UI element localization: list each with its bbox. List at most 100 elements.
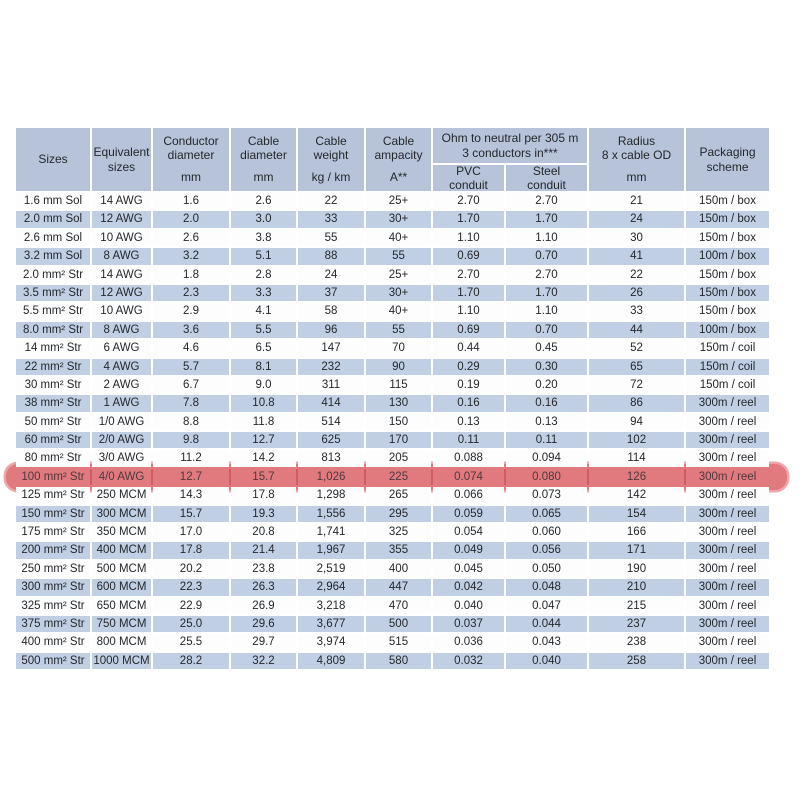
table-cell: 3.5 mm² Str xyxy=(16,284,90,302)
table-cell: 0.088 xyxy=(433,450,504,467)
table-body: 1.6 mm Sol 14 AWG 1.6 2.6 22 25+ 2.70 2.70 21 150… xyxy=(6,193,787,670)
table-cell: 10 AWG xyxy=(92,229,151,247)
table-row: 8.0 mm² Str 8 AWG 3.6 5.5 96 55 0.69 0.70 44 100m… xyxy=(16,321,769,339)
col-header-cable-ampacity-unit: A** xyxy=(389,169,408,184)
table-cell: 14.3 xyxy=(153,487,229,504)
table-cell: 30+ xyxy=(366,211,431,228)
table-cell: 150m / box xyxy=(686,266,769,283)
table-cell: 1.10 xyxy=(506,303,587,320)
table-cell: 1.6 mm Sol xyxy=(16,193,90,210)
table-cell: 3,218 xyxy=(298,597,364,614)
table-cell: 14 AWG xyxy=(92,193,151,210)
table-cell: 72 xyxy=(589,376,684,394)
table-cell: 38 mm² Str xyxy=(16,395,90,412)
table-cell: 0.45 xyxy=(506,340,587,357)
col-header-cable-ampacity: Cable ampacity A** xyxy=(366,128,431,191)
table-cell: 1.70 xyxy=(506,284,587,302)
table-cell: 15.7 xyxy=(153,505,229,523)
table-row: 200 mm² Str 400 MCM 17.8 21.4 1,967 355 0.049 0… xyxy=(16,542,769,559)
col-header-radius-label: Radius 8 x cable OD xyxy=(601,134,672,163)
table-cell: 258 xyxy=(589,652,684,670)
table-cell: 0.056 xyxy=(506,542,587,559)
table-cell: 2,964 xyxy=(298,579,364,596)
table-cell: 1.70 xyxy=(433,284,504,302)
table-cell: 11.2 xyxy=(153,450,229,467)
col-header-conductor-diameter-label: Conductor diameter xyxy=(163,134,219,163)
col-header-sizes-label: Sizes xyxy=(38,152,68,167)
table-cell: 0.69 xyxy=(433,248,504,265)
table-cell: 0.70 xyxy=(506,321,587,339)
table-row: 250 mm² Str 500 MCM 20.2 23.8 2,519 400 0.045 0… xyxy=(16,560,769,578)
table-row: 2.0 mm² Str 14 AWG 1.8 2.8 24 25+ 2.70 2.70 22 15… xyxy=(16,266,769,283)
table-cell: 50 mm² Str xyxy=(16,413,90,431)
table-cell: 9.0 xyxy=(231,376,296,394)
table-cell: 1,298 xyxy=(298,487,364,504)
table-cell: 300m / reel xyxy=(686,560,769,578)
table-cell: 0.30 xyxy=(506,358,587,375)
table-cell: 8 AWG xyxy=(92,321,151,339)
table-cell: 300m / reel xyxy=(686,432,769,449)
table-cell: 12.7 xyxy=(153,468,229,486)
table-cell: 29.6 xyxy=(231,615,296,633)
table-cell: 500 xyxy=(366,615,431,633)
table-cell: 400 mm² Str xyxy=(16,634,90,651)
table-cell: 94 xyxy=(589,413,684,431)
table-cell: 0.69 xyxy=(433,321,504,339)
table-cell: 10.8 xyxy=(231,395,296,412)
col-header-ohm-to-neutral: Ohm to neutral per 305 m 3 conductors in… xyxy=(433,128,587,163)
table-row: 3.5 mm² Str 12 AWG 2.3 3.3 37 30+ 1.70 1.70 26 15… xyxy=(16,284,769,302)
col-header-pvc-conduit: PVC conduit xyxy=(433,164,504,192)
table-cell: 0.13 xyxy=(433,413,504,431)
col-header-cable-weight: Cable weight kg / km xyxy=(298,128,364,191)
table-cell: 300m / reel xyxy=(686,413,769,431)
table-cell: 300m / reel xyxy=(686,468,769,486)
table-cell: 2 AWG xyxy=(92,376,151,394)
table-cell: 2,519 xyxy=(298,560,364,578)
table-row: 2.6 mm Sol 10 AWG 2.6 3.8 55 40+ 1.10 1.10 30 150… xyxy=(16,229,769,247)
table-cell: 1.70 xyxy=(433,211,504,228)
table-cell: 325 xyxy=(366,524,431,541)
table-cell: 300m / reel xyxy=(686,542,769,559)
table-row: 2.0 mm Sol 12 AWG 2.0 3.0 33 30+ 1.70 1.70 24 150… xyxy=(16,211,769,228)
table-cell: 600 MCM xyxy=(92,579,151,596)
table-cell: 1.10 xyxy=(433,229,504,247)
col-header-equivalent-sizes-label: Equivalent sizes xyxy=(93,145,150,174)
table-row: 14 mm² Str 6 AWG 4.6 6.5 147 70 0.44 0.45 52 150m… xyxy=(16,340,769,357)
table-cell: 30+ xyxy=(366,284,431,302)
col-header-radius: Radius 8 x cable OD mm xyxy=(589,128,684,191)
table-cell: 447 xyxy=(366,579,431,596)
table-cell: 300m / reel xyxy=(686,579,769,596)
col-header-radius-unit: mm xyxy=(626,169,647,184)
table-cell: 1.70 xyxy=(506,211,587,228)
table-cell: 300 mm² Str xyxy=(16,579,90,596)
col-header-conductor-diameter: Conductor diameter mm xyxy=(153,128,229,191)
cable-spec-table: Sizes Equivalent sizes Conductor diamete… xyxy=(6,128,787,670)
table-cell: 22.9 xyxy=(153,597,229,614)
table-cell: 0.036 xyxy=(433,634,504,651)
table-cell: 1/0 AWG xyxy=(92,413,151,431)
table-cell: 26.9 xyxy=(231,597,296,614)
table-cell: 150m / coil xyxy=(686,340,769,357)
table-cell: 2.70 xyxy=(433,266,504,283)
table-row: 500 mm² Str 1000 MCM 28.2 32.2 4,809 580 0.032… xyxy=(16,652,769,670)
table-cell: 300m / reel xyxy=(686,487,769,504)
table-cell: 58 xyxy=(298,303,364,320)
table-cell: 26.3 xyxy=(231,579,296,596)
table-cell: 0.065 xyxy=(506,505,587,523)
table-cell: 1.10 xyxy=(506,229,587,247)
table-cell: 470 xyxy=(366,597,431,614)
table-cell: 8.8 xyxy=(153,413,229,431)
table-cell: 30 xyxy=(589,229,684,247)
table-cell: 0.032 xyxy=(433,652,504,670)
table-cell: 21.4 xyxy=(231,542,296,559)
table-cell: 33 xyxy=(589,303,684,320)
table-cell: 25+ xyxy=(366,266,431,283)
table-cell: 625 xyxy=(298,432,364,449)
table-cell: 0.043 xyxy=(506,634,587,651)
table-cell: 2.3 xyxy=(153,284,229,302)
table-cell: 1 AWG xyxy=(92,395,151,412)
table-row: 38 mm² Str 1 AWG 7.8 10.8 414 130 0.16 0.16 86 30… xyxy=(16,395,769,412)
table-cell: 2.70 xyxy=(506,266,587,283)
table-cell: 238 xyxy=(589,634,684,651)
table-cell: 237 xyxy=(589,615,684,633)
